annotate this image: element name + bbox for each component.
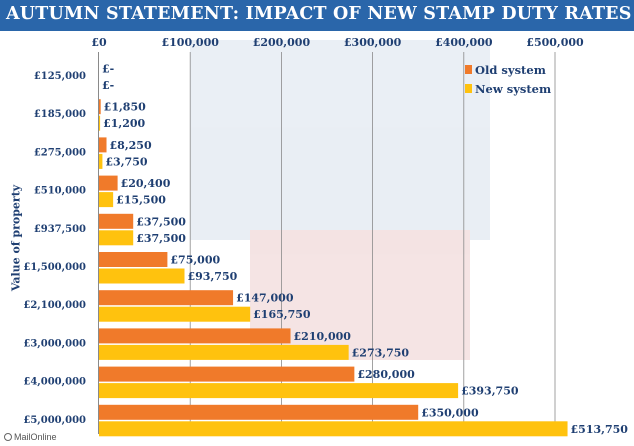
data-label-new: £393,750 — [461, 385, 519, 398]
y-category-label: £185,000 — [34, 109, 86, 120]
legend-label: New system — [475, 82, 551, 96]
data-label-new: £1,200 — [103, 117, 145, 130]
legend-swatch — [465, 84, 472, 93]
y-category-label: £2,100,000 — [23, 300, 86, 311]
mailonline-logo-icon — [4, 433, 12, 441]
title-bar: AUTUMN STATEMENT: IMPACT OF NEW STAMP DU… — [0, 0, 634, 31]
y-category-label: £275,000 — [34, 147, 86, 158]
y-category-label: £5,000,000 — [23, 415, 86, 426]
x-tick-label: £0 — [91, 36, 107, 49]
legend-label: Old system — [475, 63, 546, 77]
bar-old-system — [99, 290, 234, 306]
data-label-old: £147,000 — [236, 292, 294, 305]
data-label-old: £37,500 — [136, 215, 186, 228]
credit-text: MailOnline — [14, 432, 57, 442]
x-tick-label: £400,000 — [435, 36, 493, 49]
bar-old-system — [99, 404, 419, 420]
data-label-new: £3,750 — [105, 155, 147, 168]
bar-old-system — [99, 137, 107, 153]
bar-new-system — [99, 344, 349, 360]
bar-old-system — [99, 328, 291, 344]
y-category-label: £1,500,000 — [23, 262, 86, 273]
bar-new-system — [99, 306, 251, 322]
bar-new-system — [99, 153, 103, 169]
data-label-new: £37,500 — [136, 232, 186, 245]
data-label-new: £273,750 — [352, 346, 410, 359]
bar-new-system — [99, 421, 568, 437]
data-label-old: £1,850 — [104, 101, 146, 114]
bar-new-system — [99, 192, 114, 208]
bar-old-system — [99, 99, 101, 115]
data-label-old: £350,000 — [421, 406, 479, 419]
chart-title: AUTUMN STATEMENT: IMPACT OF NEW STAMP DU… — [6, 4, 632, 24]
data-label-old: £210,000 — [294, 330, 352, 343]
data-label-new: £93,750 — [188, 270, 238, 283]
x-tick-label: £500,000 — [526, 36, 584, 49]
data-label-old: £280,000 — [357, 368, 415, 381]
bar-old-system — [99, 366, 355, 382]
data-label-new: £165,750 — [253, 308, 311, 321]
bar-old-system — [99, 175, 118, 191]
bar-new-system — [99, 383, 459, 399]
data-label-new: £- — [102, 79, 114, 92]
data-label-new: £15,500 — [116, 194, 166, 207]
y-category-label: £937,500 — [34, 224, 86, 235]
legend-swatch — [465, 65, 472, 74]
bar-old-system — [99, 213, 134, 229]
y-category-label: £125,000 — [34, 71, 86, 82]
data-label-old: £75,000 — [170, 254, 220, 267]
y-category-label: £510,000 — [34, 186, 86, 197]
x-tick-label: £200,000 — [253, 36, 311, 49]
bar-old-system — [99, 252, 168, 267]
data-label-old: £8,250 — [110, 139, 152, 152]
bar-new-system — [99, 115, 101, 131]
y-category-label: £4,000,000 — [23, 377, 86, 388]
x-tick-label: £300,000 — [344, 36, 402, 49]
y-category-label: £3,000,000 — [23, 338, 86, 349]
data-label-old: £20,400 — [121, 177, 171, 190]
data-label-old: £- — [102, 63, 114, 76]
bar-new-system — [99, 230, 134, 246]
bar-new-system — [99, 268, 185, 284]
data-label-new: £513,750 — [571, 423, 629, 436]
credit: MailOnline — [4, 432, 57, 442]
x-tick-label: £100,000 — [161, 36, 219, 49]
